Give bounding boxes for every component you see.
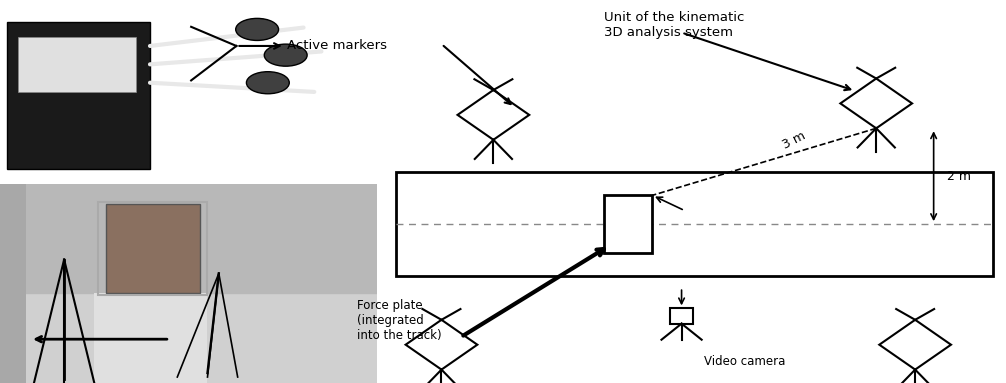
Text: Unit of the kinematic
3D analysis system: Unit of the kinematic 3D analysis system [604, 11, 744, 39]
Bar [0, 184, 26, 383]
Bar [7, 22, 150, 169]
Polygon shape [458, 90, 529, 140]
Text: 3 m: 3 m [781, 129, 808, 152]
Polygon shape [0, 184, 377, 293]
Bar [18, 37, 136, 92]
Circle shape [246, 72, 290, 94]
Text: Active markers: Active markers [287, 39, 386, 52]
Polygon shape [840, 79, 912, 128]
Bar [396, 172, 993, 276]
Polygon shape [95, 293, 207, 383]
Bar [106, 204, 200, 293]
Text: Force plate
(integrated
into the track): Force plate (integrated into the track) [357, 299, 442, 342]
Bar [670, 308, 693, 324]
Bar [99, 202, 207, 295]
Polygon shape [0, 293, 377, 383]
Circle shape [265, 44, 307, 66]
Bar [604, 195, 652, 253]
Polygon shape [879, 320, 951, 370]
Text: Video camera: Video camera [704, 355, 786, 368]
Polygon shape [405, 320, 477, 370]
Circle shape [235, 18, 279, 41]
Text: 2 m: 2 m [947, 170, 971, 183]
